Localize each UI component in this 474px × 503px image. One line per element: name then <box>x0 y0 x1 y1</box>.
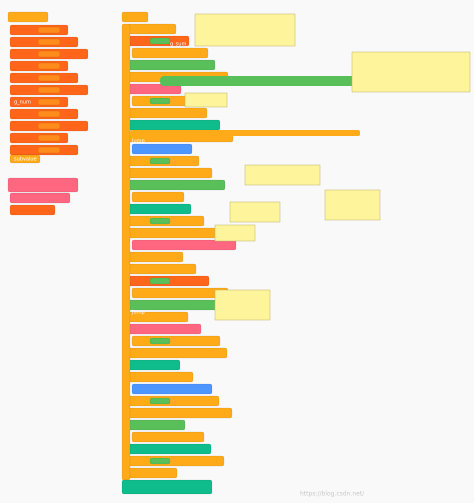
comment <box>351 51 471 93</box>
block <box>160 76 360 86</box>
block <box>131 431 205 443</box>
comment <box>244 164 321 186</box>
block <box>149 157 171 165</box>
block <box>125 371 194 383</box>
block <box>131 335 221 347</box>
comment <box>229 201 281 223</box>
block <box>125 323 202 335</box>
block <box>125 227 218 239</box>
block <box>7 177 79 193</box>
block <box>7 11 49 23</box>
block-label: Jump <box>131 139 145 145</box>
block <box>37 74 61 82</box>
block <box>125 167 213 179</box>
block <box>149 37 171 45</box>
block <box>125 395 220 407</box>
block <box>125 59 216 71</box>
block <box>37 122 61 130</box>
block <box>37 50 61 58</box>
block <box>131 191 185 203</box>
block <box>125 23 177 35</box>
block <box>125 119 221 131</box>
block <box>149 217 171 225</box>
block <box>125 407 233 419</box>
block <box>37 98 61 106</box>
comment <box>214 224 256 242</box>
block <box>131 383 213 395</box>
comment <box>184 92 228 108</box>
comment <box>194 13 296 47</box>
block <box>37 38 61 46</box>
block-stacks <box>7 11 360 495</box>
watermark: https://blog.csdn.net/ <box>300 491 365 498</box>
block <box>149 397 171 405</box>
block <box>149 337 171 345</box>
block <box>125 455 225 467</box>
block <box>121 479 213 495</box>
block <box>9 192 71 204</box>
block <box>125 251 184 263</box>
block <box>125 179 226 191</box>
block <box>149 277 171 285</box>
block <box>37 110 61 118</box>
labels: Jump Jump g_sum g_num subvalue <box>14 42 186 316</box>
block <box>37 134 61 142</box>
block <box>130 130 360 136</box>
block <box>149 457 171 465</box>
block <box>37 86 61 94</box>
block <box>149 97 171 105</box>
comment <box>214 289 271 321</box>
block <box>37 146 61 154</box>
block <box>37 26 61 34</box>
comment <box>324 189 381 221</box>
block <box>125 203 192 215</box>
block-label: subvalue <box>14 157 37 163</box>
block <box>125 467 178 479</box>
block <box>131 143 193 155</box>
block-label: Jump <box>131 310 145 316</box>
comments <box>184 13 471 321</box>
block <box>121 23 131 481</box>
block <box>125 443 212 455</box>
block <box>121 11 149 23</box>
block <box>9 204 56 216</box>
block-label: g_num <box>14 100 31 106</box>
block <box>125 263 197 275</box>
block <box>37 62 61 70</box>
block <box>131 287 229 299</box>
block-label: g_sum <box>170 42 186 48</box>
block <box>125 419 186 431</box>
block <box>131 47 209 59</box>
block <box>131 239 237 251</box>
block <box>125 347 228 359</box>
block <box>125 107 208 119</box>
block <box>9 154 41 164</box>
block <box>125 359 181 371</box>
